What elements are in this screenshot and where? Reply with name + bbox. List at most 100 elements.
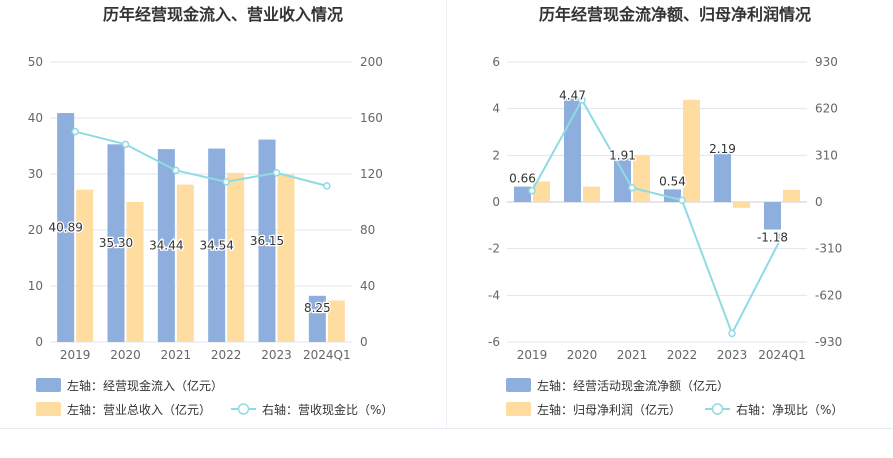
bar-operating-cash-flow[interactable] [614, 157, 631, 202]
bar-operating-cash-flow[interactable] [514, 186, 531, 202]
bar-cash-inflow[interactable] [57, 113, 75, 343]
bar-total-revenue[interactable] [327, 300, 345, 342]
line-point[interactable] [323, 182, 331, 190]
legend-label: 左轴：归母净利润（亿元） [537, 402, 681, 417]
right-axis-tick-label: 40 [360, 279, 375, 293]
left-axis-tick-label: 0 [492, 195, 500, 209]
data-label: 35.30 [99, 236, 133, 250]
legend-label: 左轴：经营现金流入（亿元） [67, 378, 223, 393]
x-axis-tick-label: 2020 [110, 348, 141, 362]
x-axis-tick-label: 2023 [261, 348, 292, 362]
data-label: 0.66 [509, 172, 536, 186]
legend-swatch[interactable] [506, 402, 531, 416]
right-axis-tick-label: -620 [815, 288, 842, 302]
bar-operating-cash-flow[interactable] [564, 97, 581, 202]
line-point[interactable] [628, 183, 636, 192]
right-axis-tick-label: -930 [815, 335, 842, 349]
data-label: 34.44 [149, 239, 183, 253]
data-label: 40.89 [48, 221, 82, 235]
right-axis-tick-label: 620 [815, 102, 838, 116]
right-axis-tick-label: 0 [815, 195, 823, 209]
data-label: 8.25 [304, 301, 331, 315]
legend-label: 左轴：营业总收入（亿元） [67, 402, 211, 417]
legend-swatch[interactable] [237, 403, 250, 415]
bar-total-revenue[interactable] [277, 174, 295, 342]
data-label: 0.54 [659, 174, 686, 188]
chart-title: 历年经营现金流净额、归母净利润情况 [539, 5, 811, 24]
legend-label: 左轴：经营活动现金流净额（亿元） [537, 378, 729, 393]
left-axis-tick-label: -6 [488, 335, 500, 349]
line-point[interactable] [272, 168, 281, 177]
left-axis-tick-label: 0 [35, 335, 43, 349]
line-point[interactable] [678, 196, 686, 204]
line-point[interactable] [728, 329, 736, 338]
right-axis-tick-label: 120 [360, 167, 383, 181]
left-axis-tick-label: 20 [28, 223, 43, 237]
chart-title: 历年经营现金流入、营业收入情况 [103, 5, 343, 24]
right-axis-tick-label: 80 [360, 223, 375, 237]
right-axis-tick-label: 160 [360, 111, 383, 125]
bar-net-profit[interactable] [583, 186, 600, 202]
legend-swatch[interactable] [36, 402, 61, 416]
left-axis-tick-label: 50 [28, 55, 43, 69]
bar-net-profit[interactable] [733, 202, 750, 208]
bar-cash-inflow[interactable] [308, 295, 326, 342]
x-axis-tick-label: 2024Q1 [758, 348, 806, 362]
legend-swatch[interactable] [36, 378, 61, 392]
x-axis-tick-label: 2023 [717, 348, 748, 362]
bottom-border [0, 428, 893, 429]
data-label: -1.18 [757, 231, 788, 245]
right-axis-tick-label: 200 [360, 55, 383, 69]
bar-total-revenue[interactable] [176, 184, 194, 342]
bar-cash-inflow[interactable] [258, 139, 276, 342]
left-axis-tick-label: 6 [492, 55, 500, 69]
bar-operating-cash-flow[interactable] [764, 202, 781, 230]
line-revenue-cash-ratio [74, 130, 328, 187]
bar-total-revenue[interactable] [227, 172, 245, 342]
data-label: 4.47 [559, 89, 586, 103]
right-axis-tick-label: -310 [815, 242, 842, 256]
data-label: 2.19 [709, 142, 736, 156]
data-label: 36.15 [250, 234, 284, 248]
bar-cash-inflow[interactable] [107, 144, 125, 342]
bar-net-profit[interactable] [783, 189, 800, 202]
left-axis-tick-label: 40 [28, 111, 43, 125]
left-axis-tick-label: 10 [28, 279, 43, 293]
bar-net-profit[interactable] [533, 181, 550, 202]
bar-operating-cash-flow[interactable] [714, 150, 731, 202]
bar-cash-inflow[interactable] [157, 149, 175, 342]
left-axis-tick-label: -2 [488, 242, 500, 256]
legend-label: 右轴：营收现金比（%） [262, 402, 393, 417]
x-axis-tick-label: 2020 [567, 348, 598, 362]
line-point[interactable] [121, 140, 130, 149]
line-point[interactable] [778, 232, 786, 240]
legend-swatch[interactable] [506, 378, 531, 392]
line-point[interactable] [222, 178, 230, 186]
data-label: 1.91 [609, 148, 636, 162]
x-axis-tick-label: 2021 [617, 348, 648, 362]
left-axis-tick-label: 4 [492, 102, 500, 116]
line-point[interactable] [172, 166, 180, 175]
bar-cash-inflow[interactable] [208, 148, 226, 342]
right-axis-tick-label: 0 [360, 335, 368, 349]
x-axis-tick-label: 2021 [161, 348, 192, 362]
right-axis-tick-label: 310 [815, 148, 838, 162]
line-point[interactable] [578, 96, 586, 104]
left-axis-tick-label: -4 [488, 288, 500, 302]
legend-label: 右轴：净现比（%） [736, 402, 843, 417]
left-axis-tick-label: 2 [492, 148, 500, 162]
bar-net-profit[interactable] [683, 99, 700, 202]
bar-total-revenue[interactable] [126, 202, 144, 342]
right-axis-tick-label: 930 [815, 55, 838, 69]
line-point[interactable] [528, 186, 536, 195]
x-axis-tick-label: 2024Q1 [303, 348, 351, 362]
legend-swatch[interactable] [711, 403, 724, 415]
x-axis-tick-label: 2022 [667, 348, 698, 362]
bar-total-revenue[interactable] [76, 189, 94, 342]
x-axis-tick-label: 2019 [517, 348, 548, 362]
data-label: 34.54 [199, 238, 233, 252]
line-point[interactable] [71, 127, 79, 136]
line-net-cash-ratio [531, 98, 783, 336]
